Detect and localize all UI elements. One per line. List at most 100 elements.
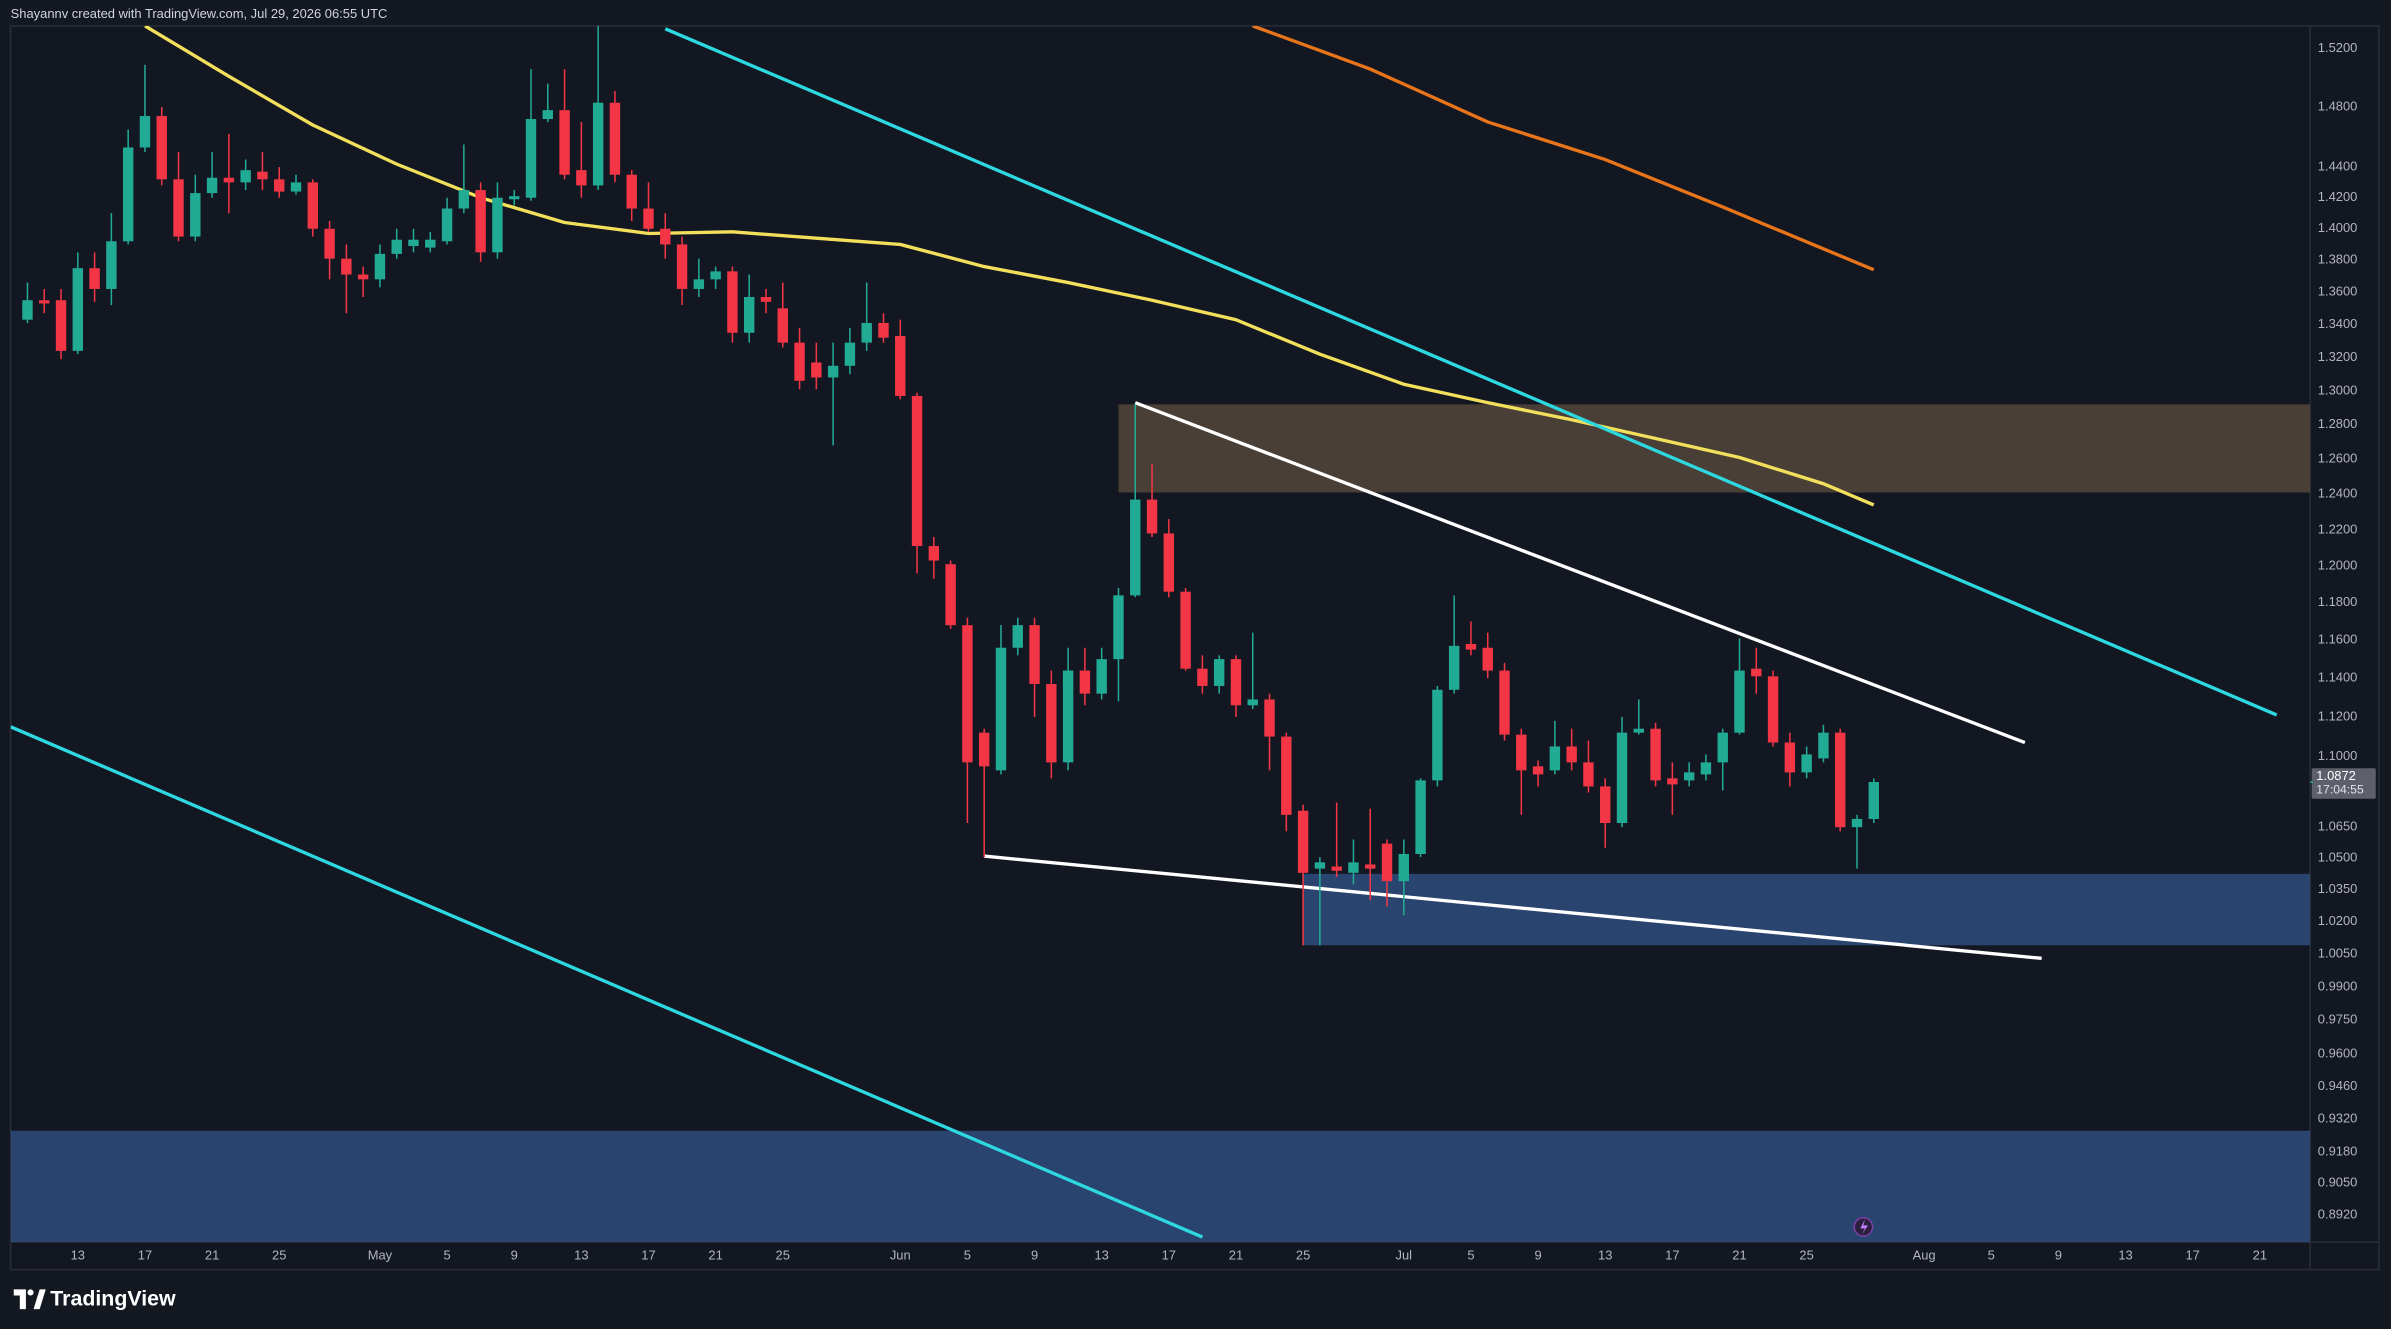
y-tick-label: 0.9180 xyxy=(2318,1144,2358,1159)
candle-body xyxy=(1734,670,1745,733)
last-price-box xyxy=(2311,768,2376,799)
x-tick-label: 13 xyxy=(71,1247,85,1262)
candle-body xyxy=(1297,810,1309,873)
candle-body xyxy=(962,625,973,763)
candle-body xyxy=(1851,818,1863,828)
candle-body xyxy=(928,546,940,561)
candle-body xyxy=(710,271,721,280)
overlay-line xyxy=(664,27,2278,717)
candle-body xyxy=(1230,659,1242,706)
candle-body xyxy=(1683,772,1695,781)
candle-body xyxy=(1549,746,1561,771)
x-tick-label: 25 xyxy=(1799,1247,1813,1262)
candle-body xyxy=(1381,843,1393,882)
y-tick-label: 1.2400 xyxy=(2318,486,2358,501)
x-tick-label: 9 xyxy=(1031,1247,1038,1262)
candle-body xyxy=(1667,778,1678,785)
candle-body xyxy=(1784,742,1796,773)
footer-logo: TradingView xyxy=(13,1287,176,1311)
candle-body xyxy=(190,193,201,237)
candle-body xyxy=(1516,734,1527,771)
x-tick-label: 21 xyxy=(205,1247,219,1262)
candle-body xyxy=(240,170,251,183)
y-tick-label: 1.5200 xyxy=(2318,40,2358,55)
candle-body xyxy=(811,362,822,378)
candle-body xyxy=(525,119,537,198)
overlay-line xyxy=(1134,401,2026,745)
x-tick-label: May xyxy=(368,1247,393,1262)
candle-body xyxy=(945,564,956,626)
candle-body xyxy=(1264,699,1275,737)
candle-body xyxy=(794,342,805,381)
candle-body xyxy=(274,179,285,192)
x-tick-label: 13 xyxy=(1094,1247,1108,1262)
x-tick-label: 17 xyxy=(641,1247,655,1262)
y-tick-label: 1.3400 xyxy=(2318,316,2358,331)
candle-body xyxy=(1566,746,1577,763)
candle-body xyxy=(693,279,705,289)
candle-body xyxy=(139,116,151,148)
candle-body xyxy=(1046,684,1057,763)
candle-body xyxy=(257,171,268,180)
candle-body xyxy=(374,253,386,280)
candle-body xyxy=(643,208,654,229)
y-tick-label: 1.0650 xyxy=(2318,819,2358,834)
zone xyxy=(1118,404,2311,493)
candle-body xyxy=(1583,762,1594,787)
candle-body xyxy=(1247,699,1258,706)
event-icon-glyph xyxy=(1860,1219,1868,1235)
y-tick-label: 0.9900 xyxy=(2318,978,2358,993)
candle-body xyxy=(995,647,1007,771)
candle-body xyxy=(1751,668,1762,677)
footer-brand: TradingView xyxy=(50,1287,176,1311)
candle-body xyxy=(1700,762,1712,775)
x-tick-label: 13 xyxy=(574,1247,588,1262)
candle-body xyxy=(206,177,218,194)
candle-body xyxy=(1113,595,1124,660)
y-tick-label: 0.9750 xyxy=(2318,1012,2358,1027)
candle-body xyxy=(1146,499,1158,534)
candle-body xyxy=(1079,670,1091,694)
overlay-line xyxy=(983,854,2042,961)
candle-body xyxy=(1650,728,1661,781)
x-tick-label: 25 xyxy=(776,1247,790,1262)
candle-body xyxy=(1365,864,1376,869)
y-tick-label: 1.3000 xyxy=(2318,382,2358,397)
y-tick-label: 1.2200 xyxy=(2318,521,2358,536)
candle-body xyxy=(106,241,117,289)
candle-body xyxy=(475,190,486,253)
candle-body xyxy=(1348,862,1359,873)
x-tick-label: 17 xyxy=(1162,1247,1176,1262)
y-tick-label: 1.0200 xyxy=(2318,913,2358,928)
zone xyxy=(10,1130,2311,1243)
x-tick-label: 25 xyxy=(1296,1247,1310,1262)
x-tick-label: 21 xyxy=(2253,1247,2267,1262)
candle-body xyxy=(676,244,688,289)
candle-body xyxy=(408,239,419,247)
candle-body xyxy=(743,297,755,333)
x-tick-label: 5 xyxy=(1467,1247,1474,1262)
y-tick-label: 1.0050 xyxy=(2318,945,2358,960)
y-tick-label: 0.9600 xyxy=(2318,1046,2358,1061)
y-tick-label: 1.1600 xyxy=(2318,632,2358,647)
x-tick-label: 13 xyxy=(2118,1247,2132,1262)
y-tick-label: 1.1800 xyxy=(2318,594,2358,609)
y-tick-label: 1.2000 xyxy=(2318,557,2358,572)
candle-body xyxy=(1633,728,1644,733)
candle-body xyxy=(1062,670,1074,763)
axes: 1.5200 1.4800 1.4400 1.4200 1.4000 1.3800 1.36… xyxy=(71,40,2376,1262)
chart-frame xyxy=(9,25,2380,1271)
x-tick-label: 21 xyxy=(708,1247,722,1262)
x-tick-label: 5 xyxy=(964,1247,971,1262)
candle-body xyxy=(777,308,788,343)
y-tick-label: 1.4000 xyxy=(2318,220,2358,235)
y-tick-label: 0.9460 xyxy=(2318,1078,2358,1093)
candle-body xyxy=(727,271,738,333)
candle-body xyxy=(1499,670,1510,735)
candle-body xyxy=(1281,736,1292,815)
candle-body xyxy=(1213,659,1225,686)
candle-body xyxy=(1532,766,1544,775)
y-tick-label: 1.4800 xyxy=(2318,99,2358,114)
x-tick-label: Jun xyxy=(890,1247,911,1262)
